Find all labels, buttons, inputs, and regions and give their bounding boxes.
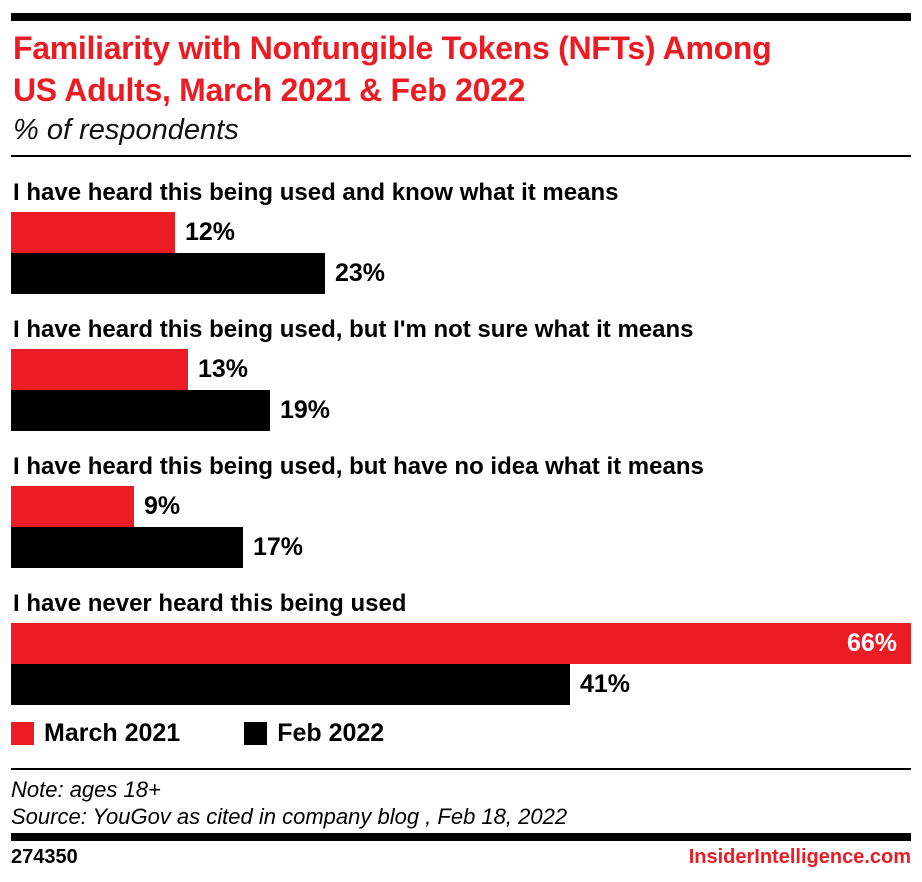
legend-label: Feb 2022 xyxy=(277,719,385,747)
bar-row-feb-2022: 23% xyxy=(11,253,911,294)
bar-feb-2022 xyxy=(11,390,270,431)
bar-value-label: 66% xyxy=(846,629,897,657)
title-line-2: US Adults, March 2021 & Feb 2022 xyxy=(13,72,526,108)
bar-value-label: 12% xyxy=(185,218,236,246)
bar-feb-2022 xyxy=(11,664,570,705)
bar-march-2021 xyxy=(11,486,134,527)
note-text: Note: ages 18+ xyxy=(11,777,161,802)
bar-value-label: 13% xyxy=(198,355,249,383)
brand-link: InsiderIntelligence.com xyxy=(688,846,911,868)
legend-swatch-feb-2022 xyxy=(244,722,268,745)
legend-item-march-2021: March 2021 xyxy=(11,719,180,748)
category-label: I have never heard this being used xyxy=(13,590,407,617)
bar-march-2021 xyxy=(11,212,175,253)
source-text: Source: YouGov as cited in company blog … xyxy=(11,804,568,829)
bar-value-label: 41% xyxy=(580,670,631,698)
notes-block: Note: ages 18+ Source: YouGov as cited i… xyxy=(11,776,911,830)
chart-group-3: I have heard this being used, but have n… xyxy=(11,453,911,568)
bar-feb-2022 xyxy=(11,253,325,294)
category-label: I have heard this being used, but have n… xyxy=(13,453,704,480)
chart-subtitle: % of respondents xyxy=(13,114,239,146)
notes-divider xyxy=(11,768,911,770)
bar-value-label: 17% xyxy=(253,533,304,561)
chart-id: 274350 xyxy=(11,846,78,868)
chart-group-2: I have heard this being used, but I'm no… xyxy=(11,316,911,431)
footer: 274350 InsiderIntelligence.com xyxy=(11,846,911,869)
bar-march-2021: 66% xyxy=(11,623,911,664)
bottom-rule xyxy=(11,833,911,841)
bar-row-feb-2022: 19% xyxy=(11,390,911,431)
header-divider xyxy=(11,155,911,157)
bar-march-2021 xyxy=(11,349,188,390)
bar-row-feb-2022: 17% xyxy=(11,527,911,568)
bar-row-march-2021: 13% xyxy=(11,349,911,390)
title-line-1: Familiarity with Nonfungible Tokens (NFT… xyxy=(13,30,772,66)
bar-value-label: 23% xyxy=(335,259,386,287)
page-title: Familiarity with Nonfungible Tokens (NFT… xyxy=(13,27,911,111)
top-rule xyxy=(11,13,911,21)
bar-row-march-2021: 66% xyxy=(11,623,911,664)
chart-group-4: I have never heard this being used 66% 4… xyxy=(11,590,911,705)
bar-value-label: 19% xyxy=(280,396,331,424)
bar-row-march-2021: 9% xyxy=(11,486,911,527)
category-label: I have heard this being used and know wh… xyxy=(13,179,619,206)
legend-swatch-march-2021 xyxy=(11,722,34,745)
legend-label: March 2021 xyxy=(44,719,181,747)
legend-item-feb-2022: Feb 2022 xyxy=(244,719,384,748)
bar-row-feb-2022: 41% xyxy=(11,664,911,705)
legend: March 2021 Feb 2022 xyxy=(11,719,911,748)
chart-page: Familiarity with Nonfungible Tokens (NFT… xyxy=(0,13,922,869)
chart-group-1: I have heard this being used and know wh… xyxy=(11,179,911,294)
bar-feb-2022 xyxy=(11,527,243,568)
bar-row-march-2021: 12% xyxy=(11,212,911,253)
category-label: I have heard this being used, but I'm no… xyxy=(13,316,694,343)
bar-value-label: 9% xyxy=(144,492,181,520)
